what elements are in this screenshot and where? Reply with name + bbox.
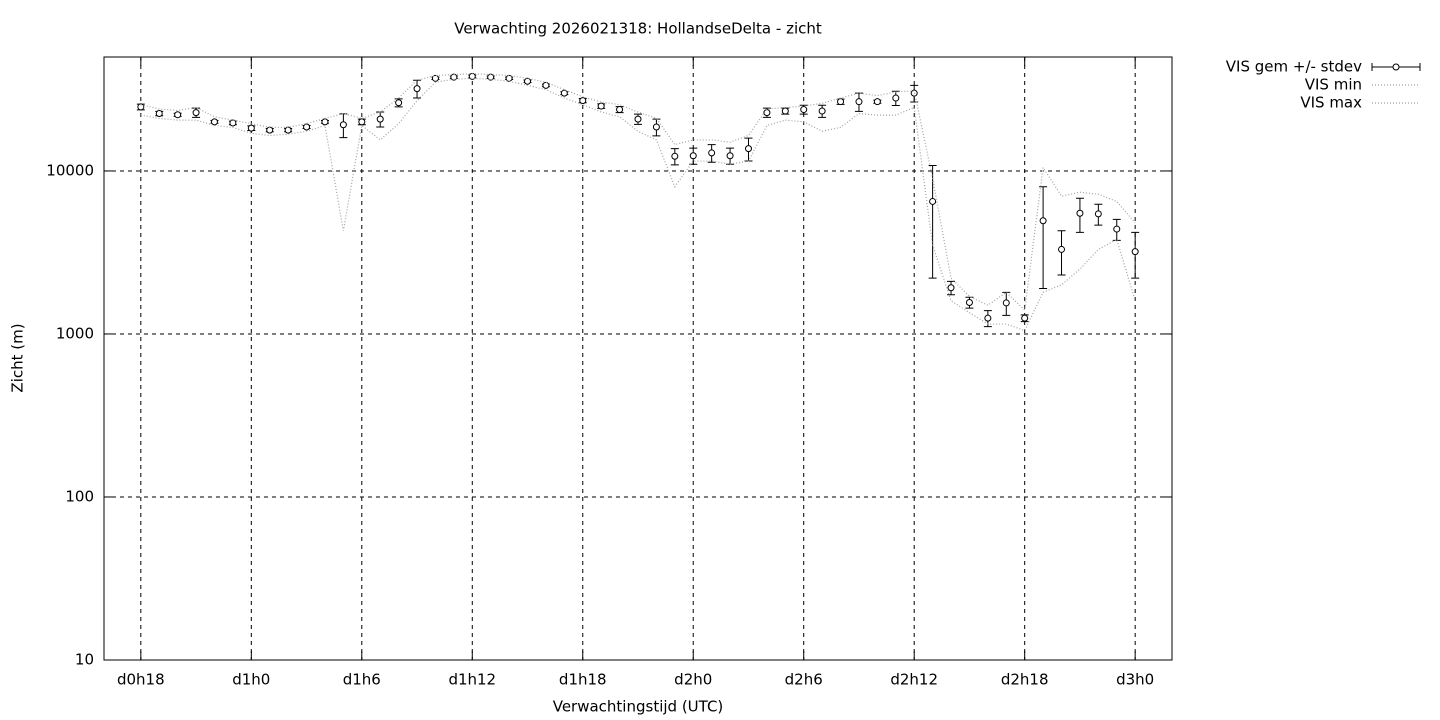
x-tick-label: d1h0 <box>232 671 270 689</box>
x-tick-label: d3h0 <box>1116 671 1154 689</box>
mean-point <box>1113 225 1121 233</box>
mean-point <box>284 126 292 134</box>
chart-title: Verwachting 2026021318: HollandseDelta -… <box>454 20 822 38</box>
mean-point <box>1058 245 1066 253</box>
mean-point <box>339 121 347 129</box>
error-bar <box>1131 231 1140 279</box>
mean-point <box>303 123 311 131</box>
plot-frame <box>103 56 1173 661</box>
x-tick-label: d1h18 <box>559 671 607 689</box>
mean-point <box>855 98 863 106</box>
mean-point <box>708 149 716 157</box>
min-max-line <box>140 77 1136 332</box>
mean-point <box>560 89 568 97</box>
min-max-line <box>140 73 1136 312</box>
mean-point <box>266 126 274 134</box>
mean-point <box>1002 299 1010 307</box>
mean-point <box>524 77 532 85</box>
mean-point <box>137 103 145 111</box>
mean-point <box>873 98 881 106</box>
mean-point <box>395 99 403 107</box>
legend-label: VIS min <box>1305 76 1362 94</box>
mean-point <box>1076 209 1084 217</box>
mean-point <box>192 109 200 117</box>
x-tick-label: d2h18 <box>1001 671 1049 689</box>
error-bar <box>1039 186 1048 290</box>
x-tick-label: d2h12 <box>890 671 938 689</box>
x-tick-label: d2h0 <box>674 671 712 689</box>
mean-point <box>634 115 642 123</box>
mean-point <box>505 74 513 82</box>
legend-label: VIS gem +/- stdev <box>1226 58 1362 76</box>
mean-point <box>781 107 789 115</box>
mean-point <box>1131 248 1139 256</box>
mean-point <box>1039 217 1047 225</box>
mean-point <box>321 118 329 126</box>
y-tick-label: 10 <box>75 651 94 669</box>
mean-point <box>818 107 826 115</box>
x-tick-label: d1h6 <box>343 671 381 689</box>
mean-point <box>837 98 845 106</box>
mean-point <box>247 124 255 132</box>
mean-point <box>413 85 421 93</box>
mean-point <box>652 123 660 131</box>
mean-point <box>947 284 955 292</box>
mean-point <box>892 94 900 102</box>
mean-point <box>1021 314 1029 322</box>
mean-point <box>542 81 550 89</box>
mean-point <box>1094 210 1102 218</box>
mean-point <box>671 152 679 160</box>
y-tick-label: 10000 <box>46 161 94 179</box>
y-tick-label: 100 <box>65 487 94 505</box>
mean-point <box>726 152 734 160</box>
mean-point <box>229 119 237 127</box>
mean-point <box>597 102 605 110</box>
legend-label: VIS max <box>1300 94 1362 112</box>
mean-point <box>984 314 992 322</box>
mean-point <box>689 152 697 160</box>
mean-point <box>744 145 752 153</box>
mean-point <box>616 106 624 114</box>
x-tick-label: d0h18 <box>117 671 165 689</box>
mean-point <box>929 197 937 205</box>
mean-point <box>579 97 587 105</box>
mean-point <box>358 118 366 126</box>
mean-point <box>431 74 439 82</box>
y-axis-label: Zicht (m) <box>9 323 27 392</box>
x-tick-label: d2h6 <box>785 671 823 689</box>
x-tick-label: d1h12 <box>448 671 496 689</box>
mean-point <box>210 118 218 126</box>
mean-point <box>376 115 384 123</box>
x-axis-label: Verwachtingstijd (UTC) <box>553 698 724 716</box>
y-tick-label: 1000 <box>56 324 94 342</box>
mean-point <box>800 106 808 114</box>
mean-point <box>965 298 973 306</box>
mean-point <box>174 111 182 119</box>
legend-swatch <box>1392 63 1400 71</box>
mean-point <box>155 110 163 118</box>
error-bar <box>928 164 937 279</box>
